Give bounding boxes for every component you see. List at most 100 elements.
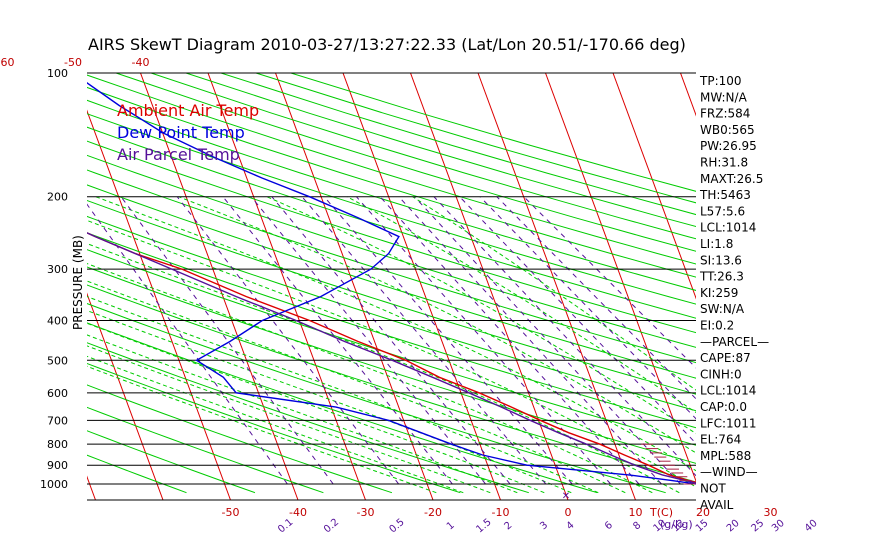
index-entry: TH:5463 [699,188,751,202]
legend-air-parcel-temp: Air Parcel Temp [117,145,240,164]
moist-adiabat-grid [87,196,696,494]
isotherm-line [748,73,870,500]
mixing-ratio-line [222,196,453,485]
mixing-ratio-line [301,196,547,485]
index-entry: LI:1.8 [700,237,733,251]
pressure-tick-label: 900 [47,459,68,472]
dry-adiabat-line [87,99,696,291]
mixing-ratio-tick-label: 8 [631,520,643,533]
dry-adiabat-line [87,430,256,494]
index-entry: TP:100 [699,74,742,88]
dry-adiabat-line [87,266,696,464]
mixing-ratio-line [120,196,334,485]
dry-adiabat-line [150,73,696,240]
index-entry: AVAIL [700,498,734,512]
dry-adiabat-line [87,342,529,494]
dry-adiabat-line [87,384,393,494]
moist-adiabat-line [87,345,491,494]
mixing-ratio-line [523,196,696,369]
index-entry: EI:0.2 [700,319,734,333]
dry-adiabat-line [87,454,187,494]
mixing-ratio-tick-label: 0.5 [387,517,406,536]
index-entry: MAXT:26.5 [700,172,763,186]
pressure-tick-label: 500 [47,354,68,367]
mixing-ratio-tick-label: 2 [502,520,514,533]
index-entry: FRZ:584 [700,107,750,121]
index-entry: CAPE:87 [700,351,751,365]
legend: Ambient Air Temp Dew Point Temp Air Parc… [117,101,259,164]
mixing-ratio-line [496,196,696,400]
index-entry: PW:26.95 [700,139,757,153]
dry-adiabat-line [87,126,696,319]
isotherm-line [612,73,696,300]
pressure-tick-label: 700 [47,414,68,427]
index-entry: EL:764 [700,433,741,447]
isotherm-line [477,73,636,500]
mixing-ratio-line [459,196,696,445]
moist-adiabat-line [87,243,680,494]
dry-adiabat-line [87,74,696,265]
index-entry: RH:31.8 [700,156,748,170]
mixing-ratio-line [379,196,640,485]
index-entry: —WIND— [700,465,758,479]
index-entry: LFC:1011 [700,416,757,430]
bottom-temp-tick-label: 20 [696,506,710,519]
bottom-temp-tick-label: -20 [424,506,442,519]
mixing-ratio-line [479,196,696,420]
series-ambient-air-temp [87,232,696,484]
bottom-temp-tick-label: -40 [289,506,307,519]
mixing-ratio-line [356,196,612,485]
isotherm-line [140,73,299,500]
pressure-tick-label: 100 [47,67,68,80]
bottom-temperature-ticks: -50 -40 -30 -20 -10 0 10 20 30 [222,506,778,519]
moist-adiabat-line [87,355,464,494]
surface-marker: ✕ [562,491,570,502]
index-entry: TT:26.3 [699,270,744,284]
dry-adiabat-line [87,215,696,412]
moist-adiabat-line [87,296,599,494]
series-dew-point-temp [87,81,696,485]
moist-adiabat-line [87,309,572,494]
moist-adiabat-line [95,196,696,472]
legend-dew-point-temp: Dew Point Temp [117,123,245,142]
pressure-ticks: 100 200 300 400 500 600 700 800 900 1000 [40,67,68,491]
index-entry: CAP:0.0 [700,400,747,414]
dry-adiabat-line [115,73,696,252]
isotherm-line [0,73,28,500]
bottom-temp-tick-label: 30 [764,506,778,519]
index-entry: SI:13.6 [700,253,742,267]
mixing-ratio-tick-label: 0.1 [276,517,295,536]
index-entry: MPL:588 [700,449,751,463]
mixing-ratio-line [398,196,662,485]
mixing-ratio-tick-label: 25 [749,518,766,535]
mixing-ratio-tick-label: 40 [803,518,820,535]
moist-adiabat-line [87,280,626,494]
mixing-ratio-tick-label: 0.2 [322,517,341,536]
dry-adiabat-line [87,140,696,334]
mixing-ratio-tick-label: 6 [603,520,615,533]
dry-adiabat-line [87,303,666,494]
index-entry: CINH:0 [700,367,742,381]
isotherm-line [275,73,434,500]
moist-adiabat-line [87,334,518,494]
dry-adiabat-line [87,406,324,494]
wind-barbs: ✕ [562,443,696,502]
x-axis-label: T(C) [649,506,673,519]
pressure-tick-label: 200 [47,191,68,204]
dry-adiabat-line [87,249,696,446]
dry-adiabat-line [87,154,696,348]
top-temp-tick-label: -60 [0,56,14,69]
moist-adiabat-line [266,196,696,435]
mixing-ratio-tick-label: 1 [445,520,457,533]
top-temp-tick-label: -50 [64,56,82,69]
top-temp-tick-label: -40 [132,56,150,69]
y-axis-label: PRESSURE (MB) [71,235,85,330]
pressure-tick-label: 300 [47,263,68,276]
chart-title: AIRS SkewT Diagram 2010-03-27/13:27:22.3… [88,35,686,54]
index-entry: KI:259 [700,286,738,300]
index-entry: NOT [700,482,726,496]
bottom-temp-tick-label: -50 [222,506,240,519]
series-air-parcel-temp [87,232,696,484]
mixing-ratio-unit: (g/kg) [660,518,693,531]
